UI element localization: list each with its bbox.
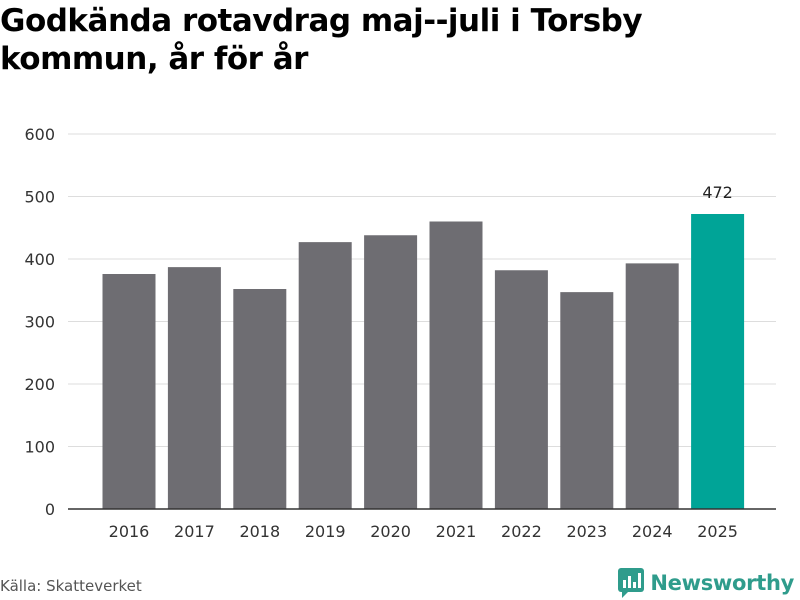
y-tick-label: 300	[24, 313, 55, 332]
bar-2017	[167, 267, 221, 509]
x-tick-label: 2021	[436, 522, 477, 541]
bar-2019	[298, 242, 352, 509]
bar-2021	[429, 221, 483, 509]
x-tick-label: 2018	[239, 522, 280, 541]
y-tick-label: 500	[24, 188, 55, 207]
bar-2020	[364, 235, 418, 509]
source-note: Källa: Skatteverket	[0, 577, 142, 595]
y-tick-label: 0	[45, 500, 55, 519]
newsworthy-logo-icon	[618, 568, 645, 598]
y-tick-label: 200	[24, 375, 55, 394]
bar-2025	[691, 214, 745, 509]
bar-2016	[102, 274, 156, 509]
bar-2023	[560, 292, 614, 509]
data-label: 472	[702, 183, 733, 202]
x-tick-label: 2019	[305, 522, 346, 541]
y-tick-label: 600	[24, 125, 55, 144]
y-tick-label: 400	[24, 250, 55, 269]
x-tick-label: 2017	[174, 522, 215, 541]
brand-logo: Newsworthy	[618, 568, 794, 598]
bars	[102, 214, 745, 509]
bar-2024	[625, 263, 679, 509]
x-tick-label: 2016	[109, 522, 150, 541]
x-tick-label: 2022	[501, 522, 542, 541]
chart-title: Godkända rotavdrag maj--juli i Torsby ko…	[0, 3, 643, 77]
y-tick-label: 100	[24, 438, 55, 457]
x-tick-label: 2025	[697, 522, 738, 541]
x-axis-tick-labels: 2016 2017 2018 2019 2020 2021 2022 2023 2024 2025	[109, 522, 738, 541]
x-tick-label: 2020	[370, 522, 411, 541]
x-tick-label: 2023	[566, 522, 607, 541]
x-tick-label: 2024	[632, 522, 673, 541]
bar-2022	[494, 270, 548, 509]
y-axis-tick-labels: 0 100 200 300 400 500 600	[24, 125, 55, 519]
bar-2018	[233, 289, 287, 509]
brand-name: Newsworthy	[650, 571, 794, 595]
data-labels: 472	[702, 183, 733, 202]
